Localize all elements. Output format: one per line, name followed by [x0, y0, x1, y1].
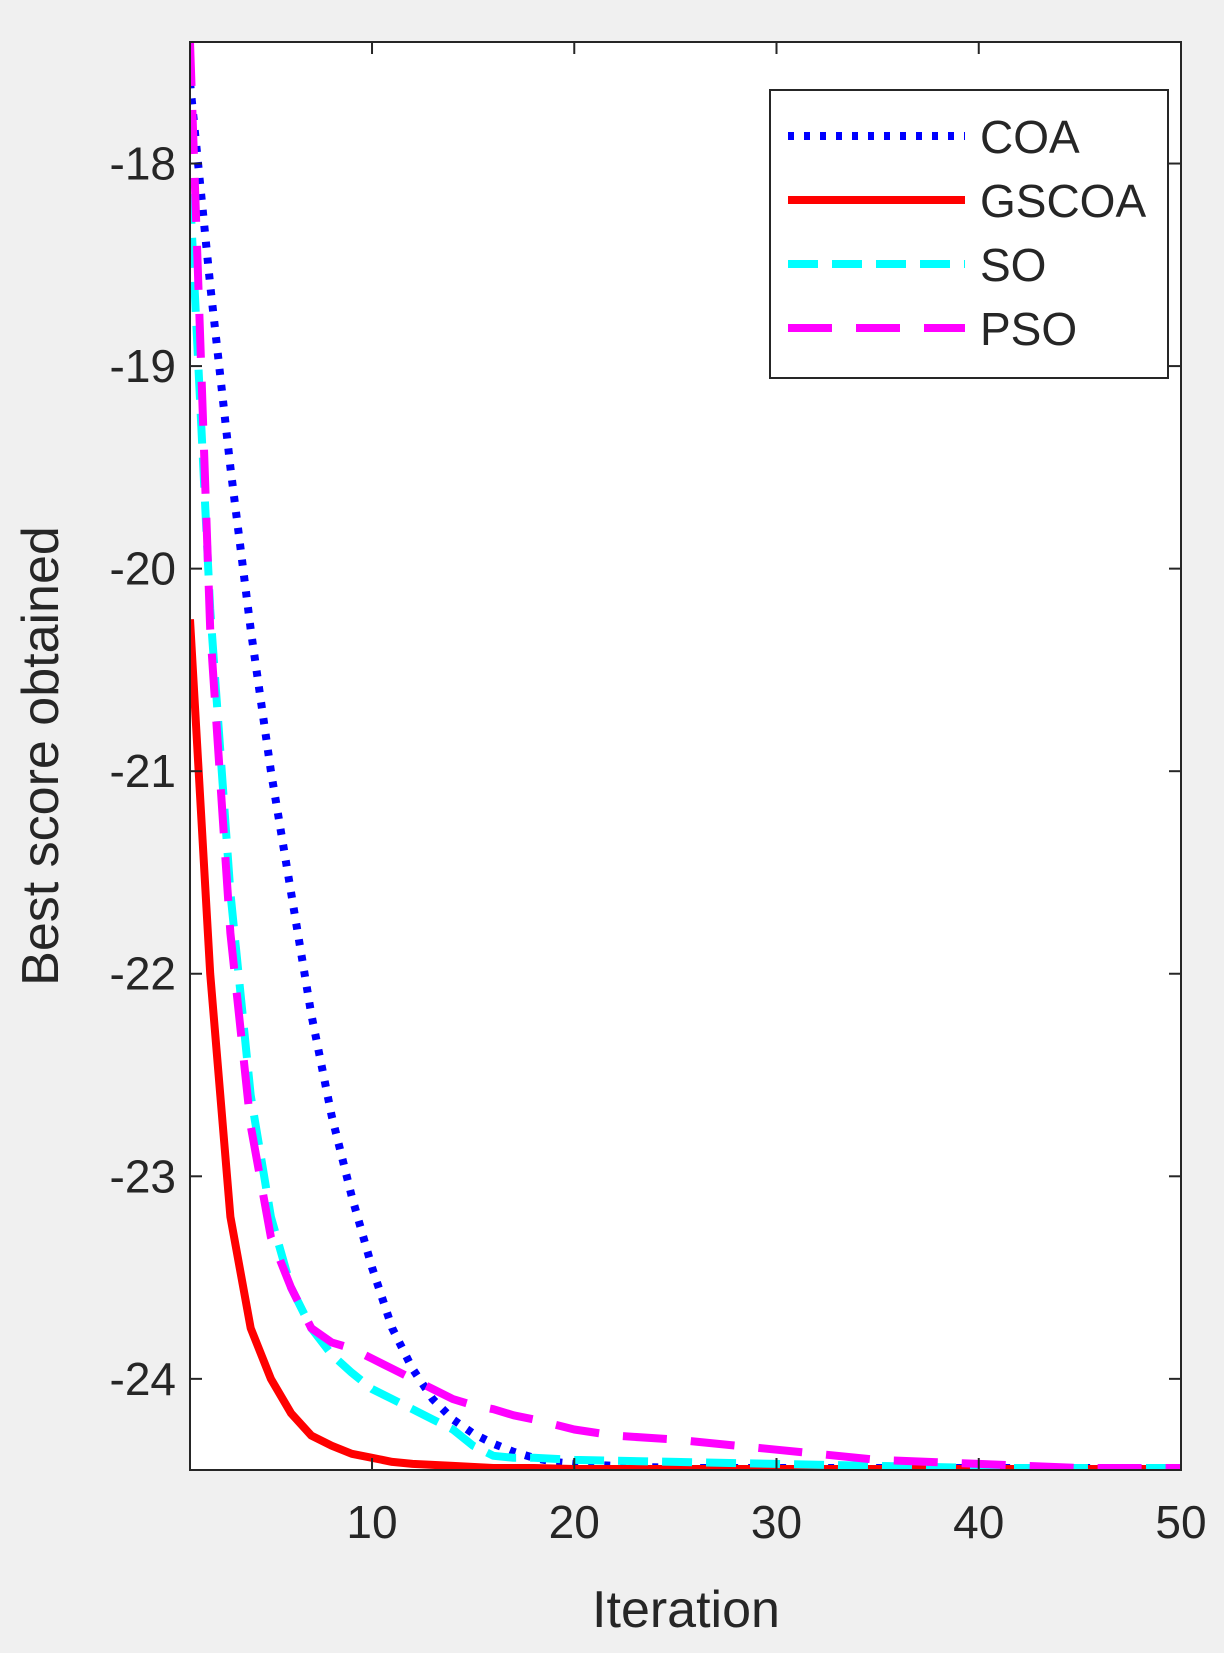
axis-ticks: 10 20 30 40 50 -18 -19 -20 -21 -22 -23 -24: [110, 42, 1207, 1548]
x-tick-label: 10: [346, 1496, 397, 1548]
legend-label-coa: COA: [980, 111, 1080, 163]
x-axis-label: Iteration: [592, 1581, 780, 1639]
y-tick-label: -21: [110, 745, 176, 797]
y-tick-label: -19: [110, 340, 176, 392]
y-tick-label: -23: [110, 1150, 176, 1202]
x-tick-label: 40: [953, 1496, 1004, 1548]
legend: COA GSCOA SO PSO: [769, 89, 1169, 379]
legend-label-gscoa: GSCOA: [980, 175, 1146, 227]
x-tick-label: 50: [1155, 1496, 1206, 1548]
y-tick-label: -24: [110, 1353, 176, 1405]
y-tick-label: -22: [110, 948, 176, 1000]
x-tick-label: 30: [751, 1496, 802, 1548]
legend-label-pso: PSO: [980, 303, 1077, 355]
x-tick-label: 20: [549, 1496, 600, 1548]
series-line-pso: [190, 42, 1181, 1470]
plot-frame: [189, 41, 1182, 1471]
legend-label-so: SO: [980, 239, 1046, 291]
y-tick-label: -18: [110, 138, 176, 190]
y-tick-label: -20: [110, 543, 176, 595]
y-axis-label: Best score obtained: [12, 526, 70, 986]
legend-box: [769, 89, 1169, 379]
